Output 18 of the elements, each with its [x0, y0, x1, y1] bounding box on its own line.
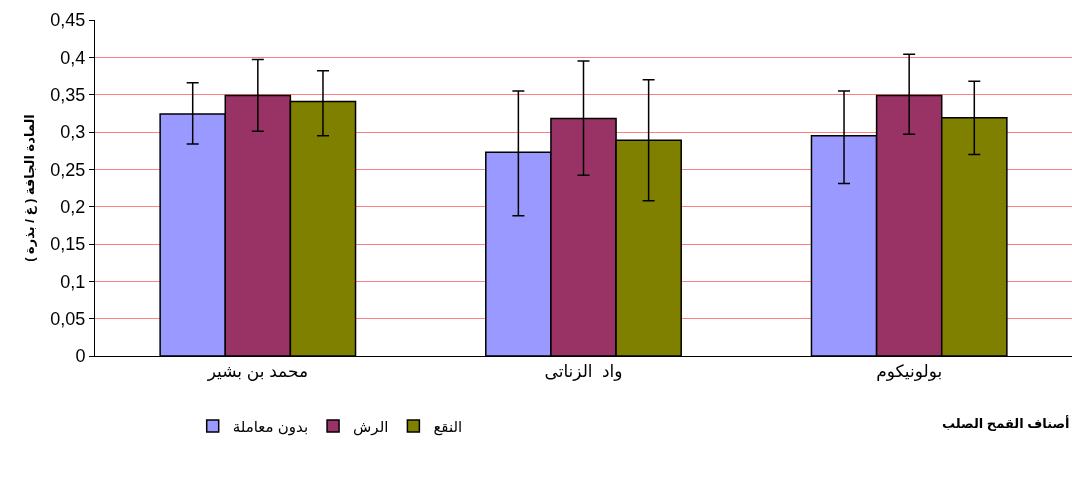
- y-tick-label: 0,15: [50, 234, 86, 255]
- y-tick-label: 0,4: [60, 47, 86, 68]
- x-tick-label: بولونيكوم: [876, 362, 943, 382]
- y-tick-label: 0: [75, 346, 86, 367]
- y-tick-label: 0,45: [50, 10, 86, 31]
- y-tick-label: 0,1: [60, 271, 86, 292]
- x-axis-title: أصناف القمح الصلب: [942, 415, 1070, 431]
- x-tick-label: واد الزناتى: [544, 362, 623, 382]
- y-tick-label: 0,35: [50, 84, 86, 105]
- legend-label: الرش: [353, 417, 389, 436]
- y-tick-label: 0,2: [60, 196, 86, 217]
- legend-label: النقع: [433, 417, 463, 436]
- y-tick-label: 0,25: [50, 159, 86, 180]
- y-tick-label: 0,3: [60, 122, 86, 143]
- y-axis-title: المادة الجافة ( غ / بذرة ): [22, 114, 38, 262]
- y-tick-label: 0,05: [50, 308, 86, 329]
- legend-label: بدون معاملة: [232, 417, 309, 436]
- x-tick-label: محمد بن بشير: [206, 362, 309, 382]
